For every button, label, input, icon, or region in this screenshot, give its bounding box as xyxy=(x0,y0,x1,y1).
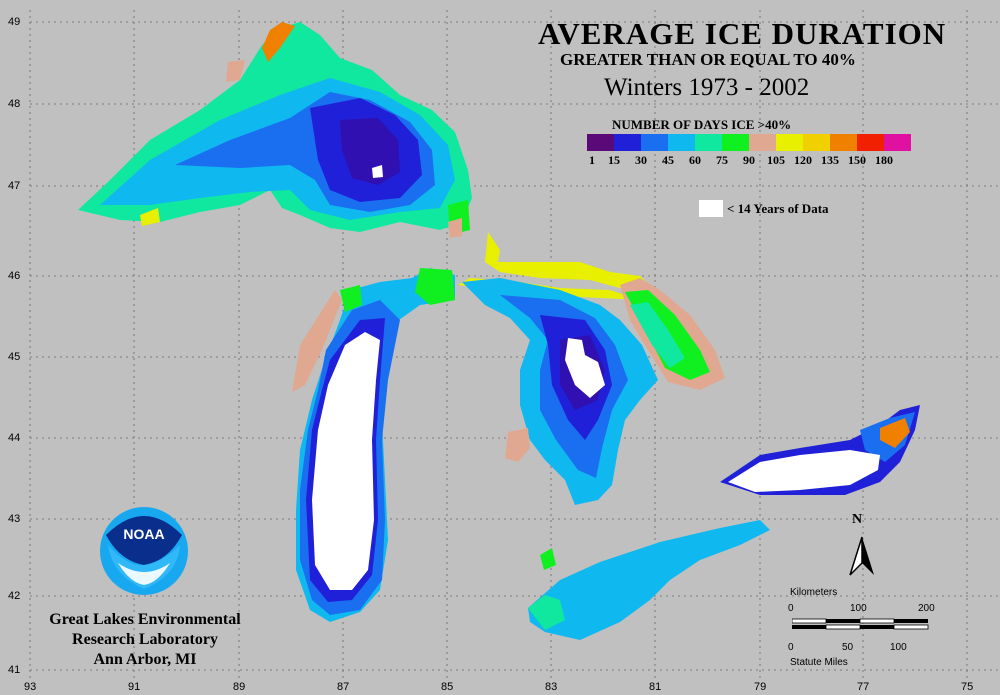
legend-tick-label: 60 xyxy=(689,153,701,167)
legend-tick-label: 150 xyxy=(848,153,866,167)
scale-km-tick: 100 xyxy=(850,603,867,614)
lat-label: 43 xyxy=(8,513,21,525)
legend-tick-label: 135 xyxy=(821,153,839,167)
lat-label: 48 xyxy=(8,98,21,110)
legend-bin xyxy=(857,134,884,151)
legend-bin xyxy=(587,134,614,151)
scale-mi-tick: 50 xyxy=(842,642,854,653)
lat-label: 45 xyxy=(8,351,21,363)
legend-tick-label: 30 xyxy=(635,153,647,167)
lon-label: 89 xyxy=(233,681,246,693)
lake-michigan xyxy=(292,268,455,622)
lat-label: 46 xyxy=(8,270,21,282)
legend-bin xyxy=(695,134,722,151)
legend-bin xyxy=(749,134,776,151)
legend-bin xyxy=(803,134,830,151)
legend-bin xyxy=(668,134,695,151)
scale-bar xyxy=(792,618,929,630)
lat-label: 42 xyxy=(8,590,21,602)
legend-tick-label: 1 xyxy=(589,153,595,167)
scale-mi-tick: 0 xyxy=(788,642,794,653)
legend-tick-label: 180 xyxy=(875,153,893,167)
legend-tick-label: 15 xyxy=(608,153,620,167)
north-arrow-icon xyxy=(849,536,874,576)
legend-tick-label: 75 xyxy=(716,153,728,167)
lake-huron xyxy=(462,278,725,505)
legend-bin xyxy=(641,134,668,151)
org-line: Research Laboratory xyxy=(72,631,218,648)
lon-label: 93 xyxy=(24,681,37,693)
legend-tick-label: 120 xyxy=(794,153,812,167)
lake-erie xyxy=(528,520,770,640)
lon-label: 77 xyxy=(857,681,870,693)
legend-bin xyxy=(614,134,641,151)
lake-st-clair xyxy=(540,548,556,570)
period-label: Winters 1973 - 2002 xyxy=(604,74,810,101)
lat-label: 41 xyxy=(8,664,21,676)
noaa-logo: NOAA xyxy=(100,507,188,595)
no-data-swatch xyxy=(699,200,723,217)
legend-bin xyxy=(830,134,857,151)
scale-mi-title: Statute Miles xyxy=(790,657,848,668)
lon-label: 91 xyxy=(128,681,141,693)
lake-ontario xyxy=(720,405,920,495)
lon-label: 87 xyxy=(337,681,350,693)
no-data-label: < 14 Years of Data xyxy=(727,201,829,216)
lon-label: 85 xyxy=(441,681,454,693)
lat-label: 44 xyxy=(8,432,21,444)
scale-km-tick: 0 xyxy=(788,603,794,614)
legend-tick-label: 45 xyxy=(662,153,674,167)
map-subtitle: GREATER THAN OR EQUAL TO 40% xyxy=(560,50,856,69)
scale-km-tick: 200 xyxy=(918,603,935,614)
lon-label: 83 xyxy=(545,681,558,693)
legend-tick-label: 90 xyxy=(743,153,755,167)
map-title: AVERAGE ICE DURATION xyxy=(538,16,947,51)
lat-label: 49 xyxy=(8,16,21,28)
scale-km-title: Kilometers xyxy=(790,587,838,598)
logo-text: NOAA xyxy=(123,526,164,542)
lon-label: 75 xyxy=(961,681,974,693)
north-label: N xyxy=(852,512,863,527)
legend-title: NUMBER OF DAYS ICE >40% xyxy=(612,117,792,132)
legend-tick-label: 105 xyxy=(767,153,785,167)
legend-bin xyxy=(884,134,911,151)
lat-label: 47 xyxy=(8,180,21,192)
scale-mi-tick: 100 xyxy=(890,642,907,653)
lon-label: 79 xyxy=(754,681,767,693)
org-line: Great Lakes Environmental xyxy=(49,611,241,628)
lon-label: 81 xyxy=(649,681,662,693)
lake-superior xyxy=(78,22,472,238)
legend-bin xyxy=(776,134,803,151)
org-line: Ann Arbor, MI xyxy=(93,651,197,668)
legend-bin xyxy=(722,134,749,151)
